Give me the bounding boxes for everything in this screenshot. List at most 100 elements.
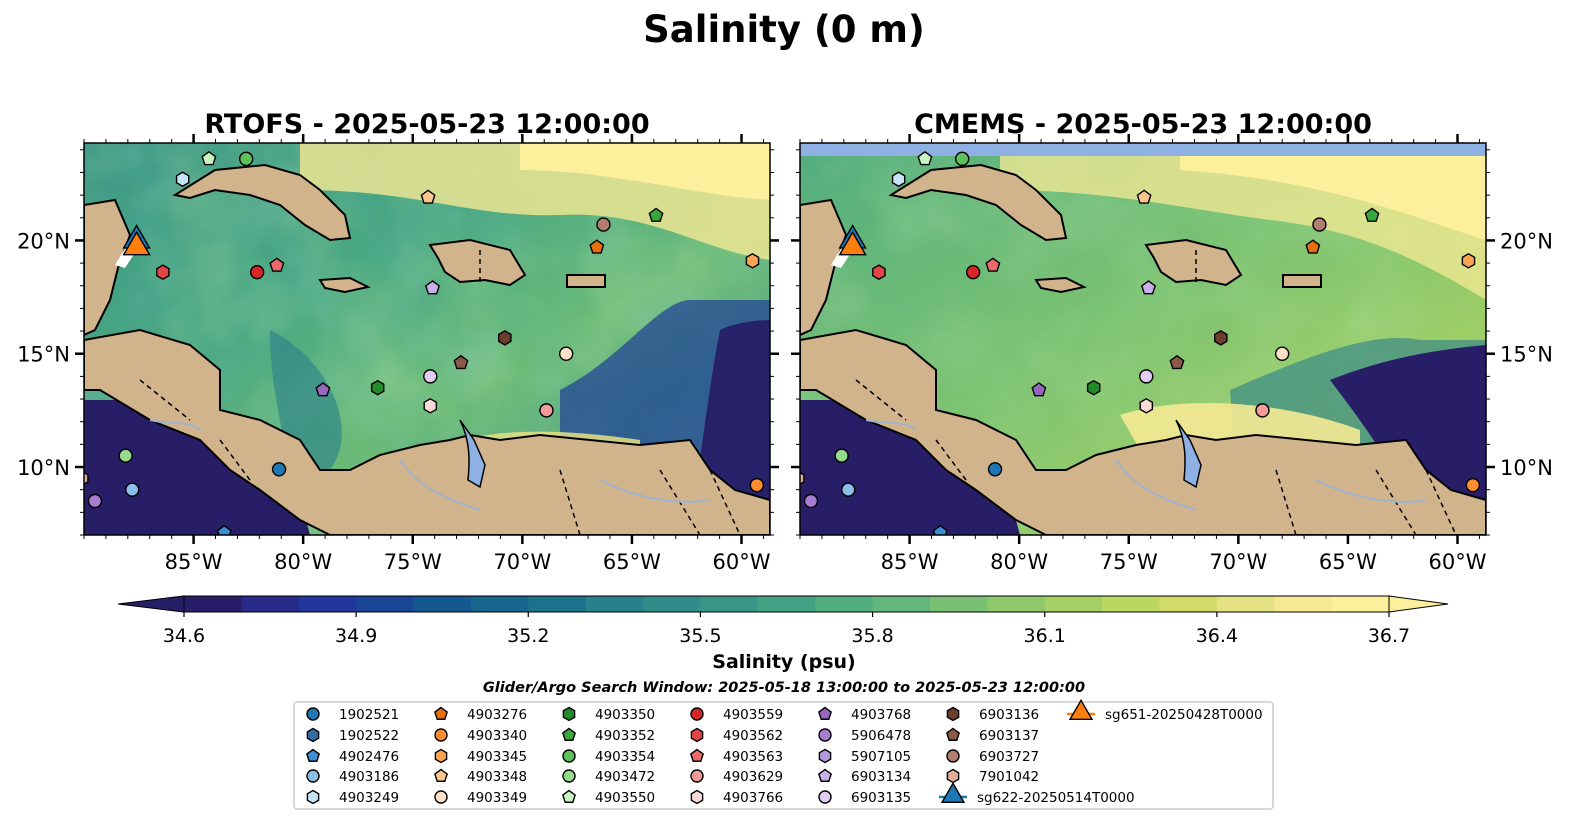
legend-item: 4903352 xyxy=(562,727,655,744)
legend-item: 4903186 xyxy=(306,769,399,785)
colorbar-segment xyxy=(1159,596,1218,612)
platform-marker xyxy=(249,264,265,280)
legend-marker xyxy=(818,728,832,742)
colorbar-segment xyxy=(757,596,816,612)
legend-marker xyxy=(818,790,832,804)
colorbar-segment xyxy=(700,596,759,612)
platform-marker xyxy=(1305,239,1321,254)
legend-marker xyxy=(946,749,960,763)
colorbar-segment xyxy=(815,596,874,612)
legend-marker xyxy=(946,768,960,784)
platform-marker xyxy=(872,264,886,280)
legend-item: 4903472 xyxy=(562,769,655,785)
colorbar-segment xyxy=(1044,596,1103,612)
legend-label: 6903134 xyxy=(851,769,911,785)
legend-label: 4903352 xyxy=(595,728,655,744)
legend-label: sg651-20250428T0000 xyxy=(1105,707,1263,723)
legend-label: 4903559 xyxy=(723,707,783,723)
legend-label: 4903550 xyxy=(595,790,655,806)
lon-tick-label: 75°W xyxy=(384,550,442,574)
legend-item: 4903562 xyxy=(690,727,783,744)
legend-label: 6903727 xyxy=(979,749,1039,765)
legend-item: 4902476 xyxy=(306,748,399,765)
legend-marker xyxy=(818,748,832,764)
platform-marker xyxy=(1140,280,1156,295)
platform-marker xyxy=(965,264,981,280)
legend-item: 5907105 xyxy=(818,748,911,765)
legend-marker xyxy=(690,769,704,783)
colorbar-segment xyxy=(872,596,931,612)
platform-marker xyxy=(749,477,765,493)
legend-marker xyxy=(690,707,704,721)
platform-marker xyxy=(589,239,605,254)
legend-marker xyxy=(946,727,960,741)
platform-marker xyxy=(1274,346,1290,361)
legend-marker xyxy=(434,768,448,782)
platform-marker xyxy=(453,354,469,370)
platform-marker xyxy=(424,280,440,295)
colorbar: 34.6 34.9 35.2 35.5 35.8 36.1 36.4 36.7 Salinit… xyxy=(117,595,1449,673)
platform-marker xyxy=(175,171,190,188)
platform-marker xyxy=(1139,369,1154,384)
legend-item: 6903135 xyxy=(818,790,911,806)
legend-label: 4902476 xyxy=(339,749,399,765)
platform-marker xyxy=(87,493,103,509)
legend-label: 4903349 xyxy=(467,790,527,806)
legend-label: 1902522 xyxy=(339,728,399,744)
legend-item: 4903349 xyxy=(434,790,527,806)
legend-label: 4903249 xyxy=(339,790,399,806)
colorbar-segment xyxy=(1102,596,1161,612)
legend-marker xyxy=(434,706,448,720)
platform-marker xyxy=(201,150,217,166)
lat-tick-label: 15°N xyxy=(1500,343,1553,367)
legend-marker xyxy=(434,748,448,764)
legend-marker xyxy=(818,768,832,782)
colorbar-segment xyxy=(413,596,472,612)
legend-item: 4903563 xyxy=(690,748,783,765)
legend-item: 6903137 xyxy=(946,727,1039,744)
platform-marker xyxy=(271,462,287,477)
colorbar-segment xyxy=(241,596,300,612)
colorbar-segment xyxy=(298,596,357,612)
rtofs-map-field xyxy=(84,143,770,535)
legend-label: 6903135 xyxy=(851,790,911,806)
legend-item: 6903134 xyxy=(818,768,911,785)
legend-label: sg622-20250514T0000 xyxy=(977,790,1135,806)
colorbar-segment xyxy=(1331,596,1390,612)
legend-label: 4903354 xyxy=(595,749,655,765)
lon-tick-label: 80°W xyxy=(990,550,1048,574)
legend-label: 4903350 xyxy=(595,707,655,723)
platform-marker xyxy=(125,482,140,497)
platform-marker xyxy=(216,524,232,535)
legend-item: 4903348 xyxy=(434,768,527,785)
platform-marker xyxy=(891,171,906,188)
legend-item: 4903340 xyxy=(434,728,527,744)
platform-marker xyxy=(238,151,254,167)
platform-marker xyxy=(954,151,970,167)
figure-title: Salinity (0 m) xyxy=(643,8,925,51)
legend-item: 4903629 xyxy=(690,769,783,785)
legend-item: 4903766 xyxy=(690,789,783,806)
platform-marker xyxy=(838,230,867,256)
colorbar-segment xyxy=(470,596,529,612)
legend-label: 4903768 xyxy=(851,707,911,723)
legend-item: 7901042 xyxy=(946,768,1039,785)
legend-item: 4903350 xyxy=(562,706,655,723)
platform-marker xyxy=(1364,207,1380,222)
legend-marker xyxy=(562,769,576,783)
legend-marker xyxy=(562,749,576,763)
legend-item: 1902522 xyxy=(306,727,399,744)
platform-marker xyxy=(800,471,805,485)
colorbar-segment xyxy=(987,596,1046,612)
colorbar-segment xyxy=(1274,596,1333,612)
legend-marker xyxy=(306,707,320,721)
panel-title-cmems: CMEMS - 2025-05-23 12:00:00 xyxy=(914,109,1372,140)
colorbar-segment xyxy=(356,596,415,612)
platform-marker xyxy=(1312,217,1327,232)
legend-label: 4903340 xyxy=(467,728,527,744)
platform-marker xyxy=(539,403,554,418)
platform-marker xyxy=(851,539,863,553)
legend-label: 4903766 xyxy=(723,790,783,806)
platform-marker xyxy=(370,379,385,396)
platform-marker xyxy=(1139,398,1154,414)
